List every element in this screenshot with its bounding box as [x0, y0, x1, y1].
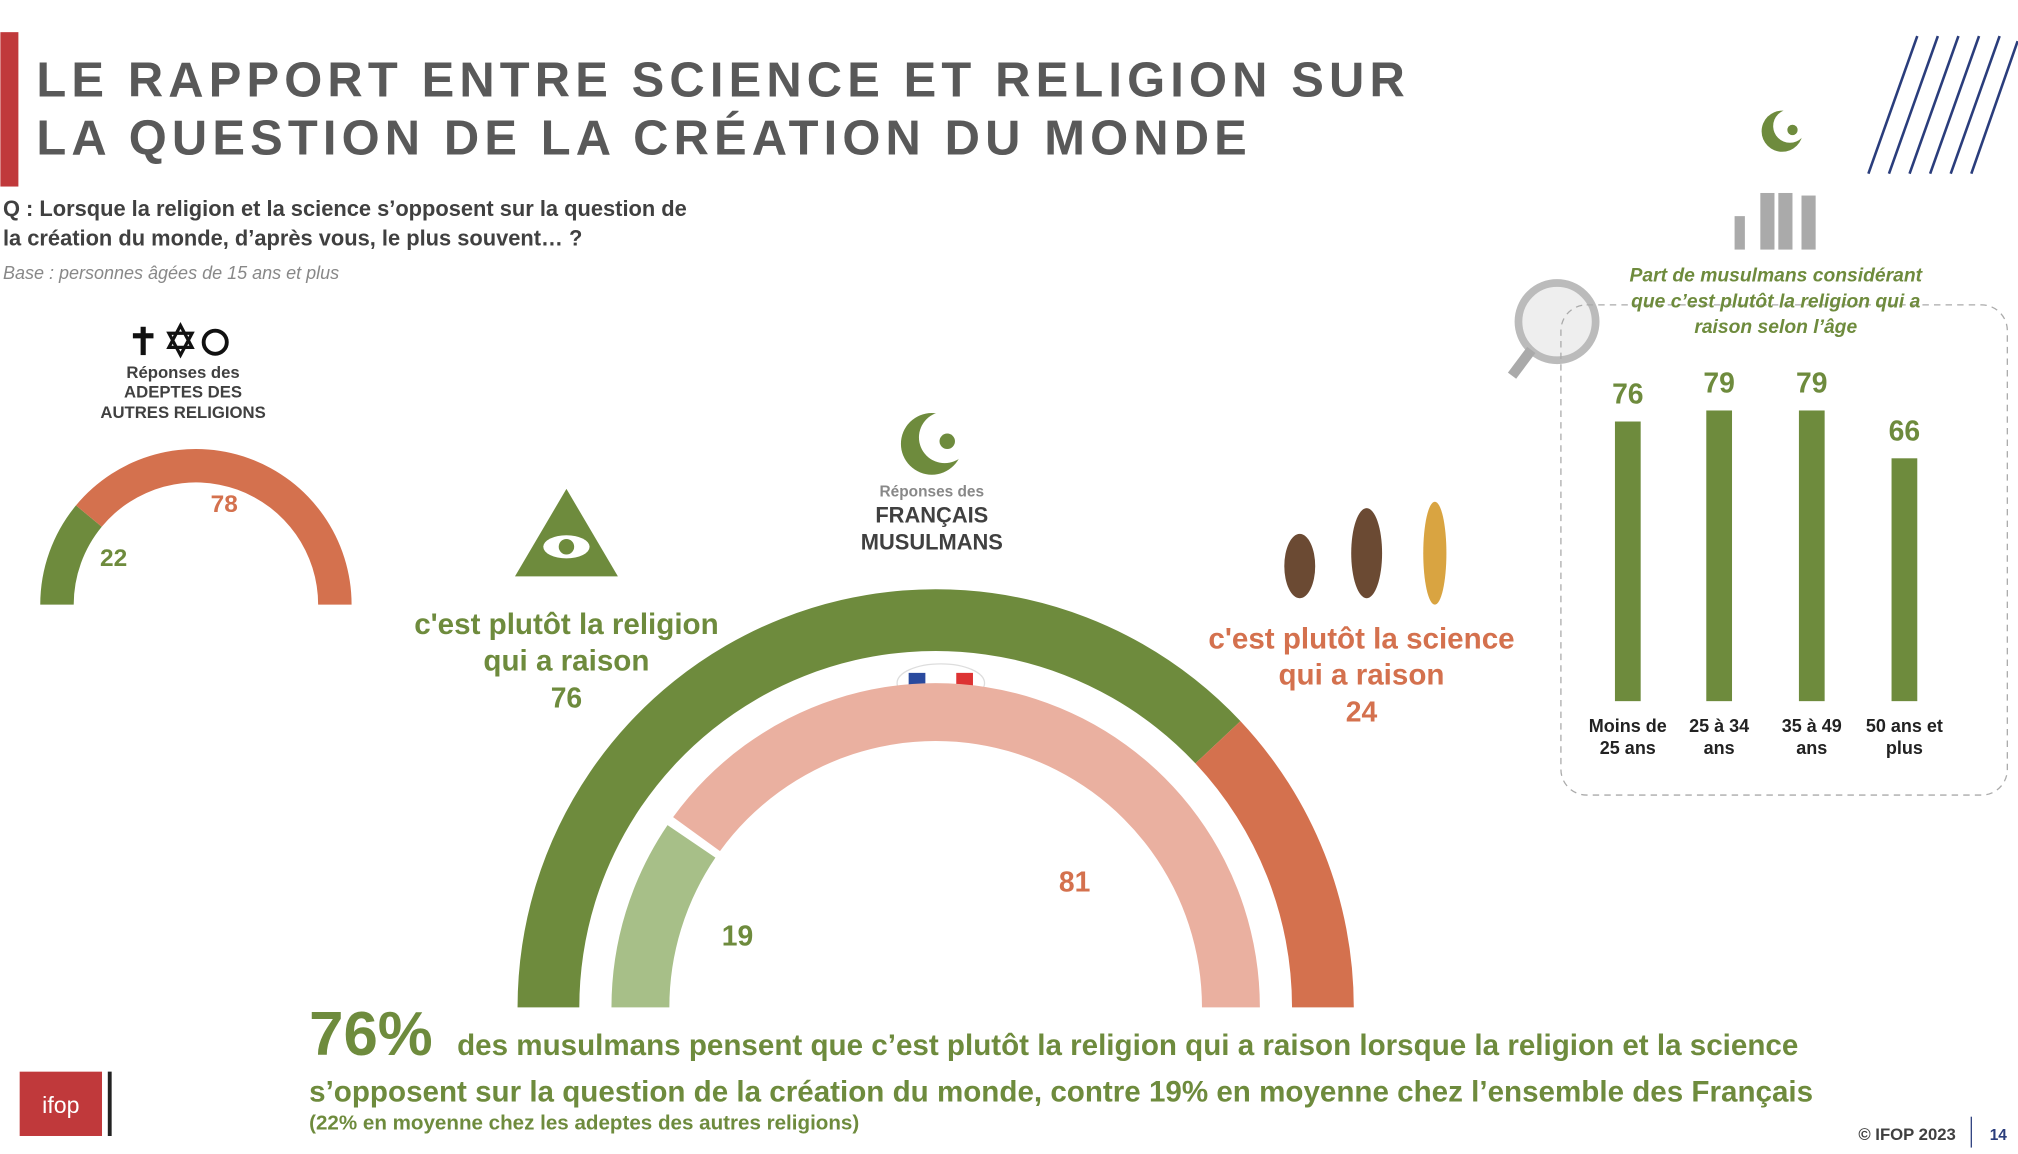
page-number: 14 [1990, 1127, 2008, 1144]
chart-title: FRANÇAIS [875, 502, 988, 527]
evolution-icon [1284, 501, 1447, 605]
chart-title: raison selon l’âge [1694, 317, 1857, 338]
chart-title: Part de musulmans considérant [1630, 266, 1924, 287]
bar [1891, 458, 1918, 702]
gauge-segment [40, 505, 102, 605]
bar-panel [1560, 304, 2008, 796]
value-label: 79 [1703, 366, 1734, 398]
value-label: 19 [722, 920, 753, 952]
gauge-segment [75, 448, 352, 605]
eye-icon [514, 488, 618, 577]
value-label: 79 [1796, 366, 1827, 398]
x-tick-label: 35 à 49 [1782, 716, 1842, 736]
key-figure: 76% [309, 1000, 433, 1069]
chart-title: Réponses des [126, 363, 239, 382]
magnifier-icon [1507, 279, 1600, 379]
crescent-icon [900, 411, 971, 475]
bar [1706, 410, 1733, 702]
value-label: 76 [551, 682, 582, 714]
category-label: c'est plutôt la religion [414, 608, 719, 641]
title: LA QUESTION DE LA CRÉATION DU MONDE [36, 111, 1252, 165]
x-tick-label: plus [1886, 738, 1923, 758]
bar [1614, 421, 1641, 702]
chart-title: MUSULMANS [861, 529, 1003, 554]
chart-title: Réponses des [880, 484, 985, 501]
value-label: 78 [211, 491, 238, 518]
crescent-icon [1761, 109, 1807, 152]
value-label: 81 [1059, 866, 1090, 898]
gauge-segment [517, 589, 1241, 1008]
question: Q : Lorsque la religion et la science s’… [3, 196, 687, 221]
gauge-segment [673, 683, 1260, 1008]
base-note: Base : personnes âgées de 15 ans et plus [3, 263, 339, 283]
x-tick-label: 50 ans et [1866, 716, 1943, 736]
chart-title: AUTRES RELIGIONS [100, 403, 265, 422]
value-label: 22 [100, 545, 127, 572]
value-label: 24 [1346, 696, 1378, 728]
x-tick-label: 25 ans [1600, 738, 1656, 758]
x-tick-label: ans [1704, 738, 1735, 758]
title: LE RAPPORT ENTRE SCIENCE ET RELIGION SUR [36, 53, 1410, 107]
logo: ifop [42, 1092, 79, 1118]
chart-title: ADEPTES DES [124, 383, 242, 402]
value-label: 66 [1889, 414, 1920, 446]
conclusion: des musulmans pensent que c’est plutôt l… [457, 1029, 1798, 1062]
chart-title: que c’est plutôt la religion qui a [1631, 291, 1921, 312]
religion-icons [132, 322, 229, 359]
value-label: 76 [1612, 378, 1643, 410]
bar [1798, 410, 1825, 702]
x-tick-label: 25 à 34 [1689, 716, 1749, 736]
gauge-segment [1195, 721, 1354, 1008]
x-tick-label: Moins de [1589, 716, 1667, 736]
conclusion-note: (22% en moyenne chez les adeptes des aut… [309, 1112, 859, 1135]
conclusion: s’opposent sur la question de la créatio… [309, 1075, 1813, 1108]
category-label: qui a raison [1278, 658, 1444, 691]
category-label: c'est plutôt la science [1208, 622, 1514, 655]
category-label: qui a raison [483, 644, 649, 677]
question: la création du monde, d’après vous, le p… [3, 226, 582, 251]
logo-box [19, 1071, 103, 1136]
copyright: © IFOP 2023 [1858, 1125, 1956, 1144]
accent-bar [0, 32, 19, 187]
decor-lines [1867, 35, 2018, 175]
gauge-segment [611, 825, 716, 1008]
x-tick-label: ans [1796, 738, 1827, 758]
family-icon [1734, 192, 1816, 250]
